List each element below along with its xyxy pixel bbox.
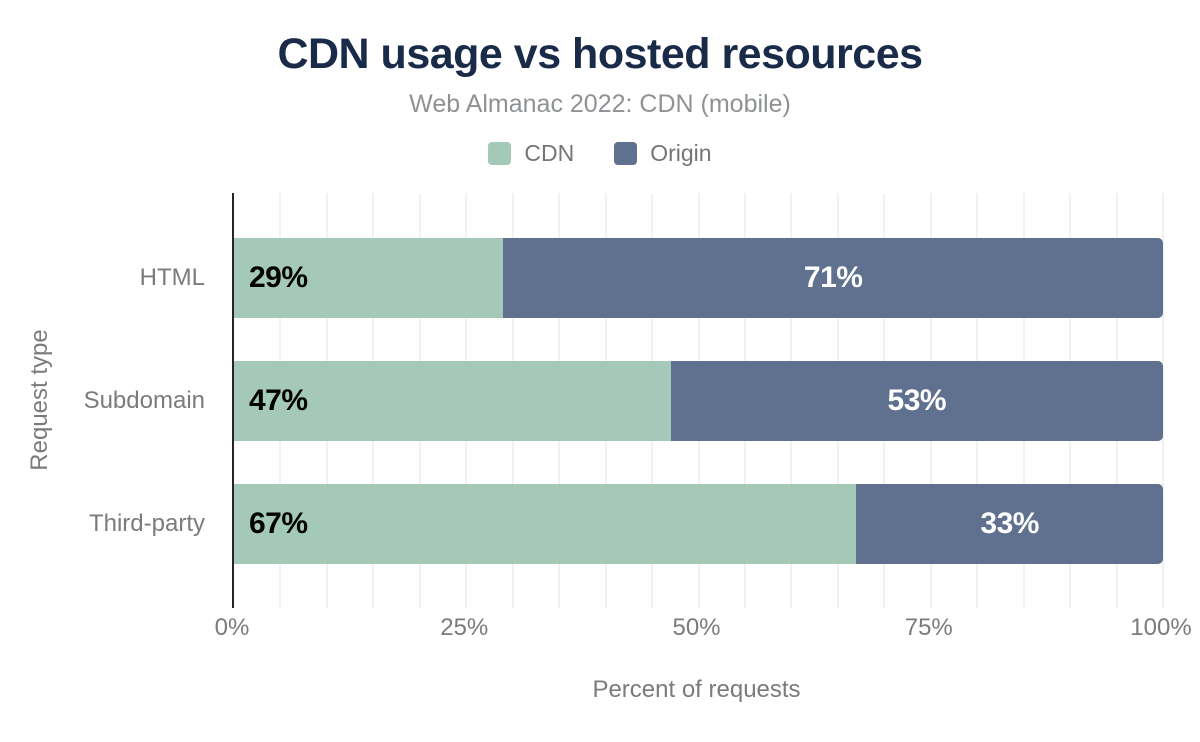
legend: CDN Origin [0, 140, 1200, 167]
bar-segment-origin[interactable]: 71% [503, 238, 1163, 318]
x-tick-label: 75% [904, 614, 953, 641]
gridline [1162, 193, 1164, 608]
legend-swatch-icon [488, 142, 512, 165]
x-tick-label: 100% [1130, 614, 1192, 641]
bar-value-label: 47% [249, 384, 308, 417]
legend-swatch-icon [614, 142, 638, 165]
category-label-third-party: Third-party [88, 510, 205, 537]
bar-row-html: 29% 71% [234, 238, 1163, 318]
bar-value-label: 71% [803, 261, 863, 294]
bar-value-label: 53% [887, 384, 947, 417]
bar-segment-origin[interactable]: 33% [856, 484, 1163, 564]
chart-title: CDN usage vs hosted resources [277, 30, 923, 78]
legend-label: Origin [650, 140, 712, 166]
x-axis-title: Percent of requests [592, 676, 801, 703]
category-label-html: HTML [139, 264, 205, 291]
legend-item-cdn[interactable]: CDN [488, 140, 574, 167]
legend-item-origin[interactable]: Origin [614, 140, 712, 167]
bar-value-label: 67% [249, 507, 308, 540]
plot-area: 29% 71% 47% 53% 67% 33% [232, 193, 1164, 608]
bar-segment-cdn[interactable]: 29% [234, 238, 504, 318]
bar-value-label: 29% [249, 261, 308, 294]
x-tick-label: 25% [440, 614, 489, 641]
bar-segment-cdn[interactable]: 47% [234, 361, 671, 441]
bar-segment-cdn[interactable]: 67% [234, 484, 857, 564]
bar-row-third-party: 67% 33% [234, 484, 1163, 564]
bar-segment-origin[interactable]: 53% [670, 361, 1163, 441]
y-axis-title: Request type [26, 329, 53, 471]
x-tick-label: 0% [214, 614, 250, 641]
category-label-subdomain: Subdomain [83, 387, 205, 414]
bar-value-label: 33% [980, 507, 1039, 540]
chart-subtitle: Web Almanac 2022: CDN (mobile) [409, 90, 791, 118]
bar-row-subdomain: 47% 53% [234, 361, 1163, 441]
x-tick-label: 50% [672, 614, 721, 641]
legend-label: CDN [524, 140, 575, 166]
